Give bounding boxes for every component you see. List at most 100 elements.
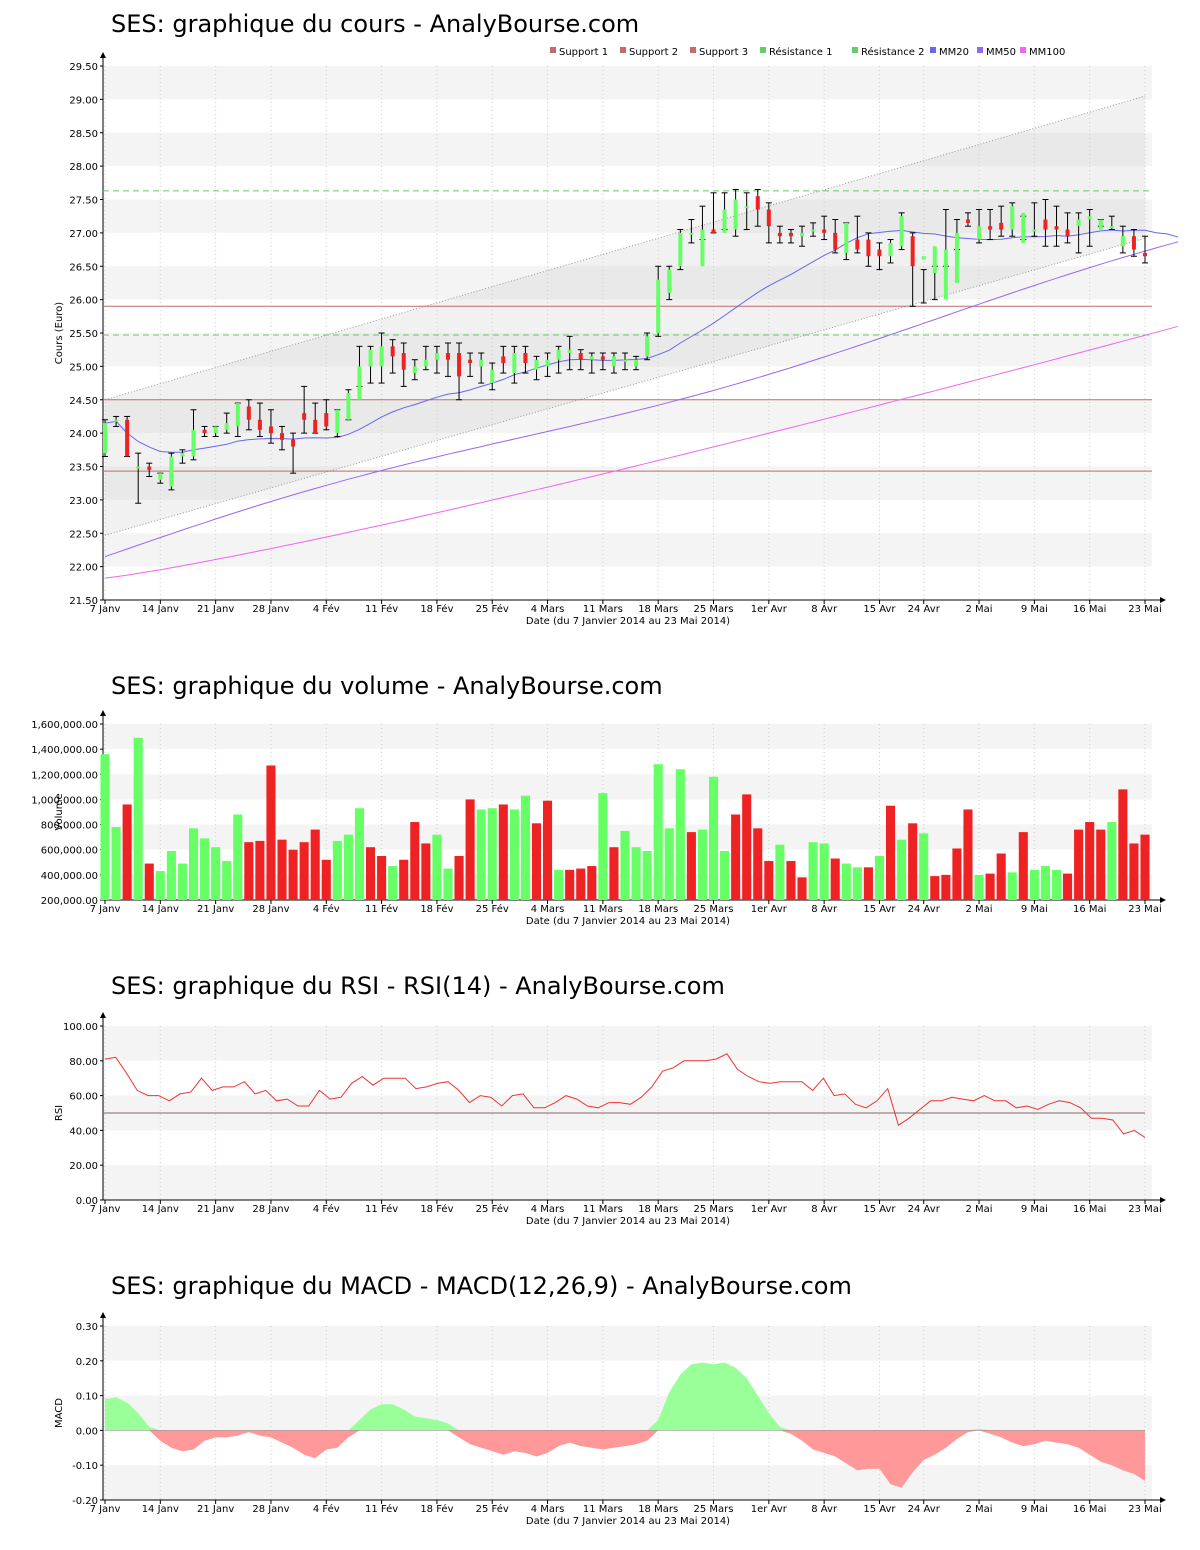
grid-band (103, 1060, 1152, 1096)
candle-body (423, 359, 428, 367)
y-axis-label: Cours (Euro) (54, 302, 65, 365)
x-tick-label: 16 Mai (1073, 1504, 1106, 1515)
volume-bar (819, 843, 829, 900)
volume-bar (476, 809, 486, 900)
y-tick-label: 1,400,000.00 (31, 745, 98, 756)
grid-band (103, 1465, 1152, 1500)
volume-bar (974, 874, 984, 900)
x-tick-label: 8 Avr (811, 904, 838, 915)
volume-bar (1107, 822, 1117, 900)
x-tick-label: 7 Janv (90, 604, 121, 615)
rsi-line (104, 1053, 1146, 1138)
y-tick-label: 200,000.00 (41, 896, 98, 907)
x-tick-label: 9 Mai (1021, 604, 1048, 615)
x-tick-label: 1er Avr (751, 1204, 788, 1215)
y-tick-label: 400,000.00 (41, 871, 98, 882)
x-tick-label: 21 Janv (197, 604, 234, 615)
grid-band (103, 132, 1152, 167)
legend-label: Support 1 (559, 47, 608, 58)
legend-label: MM20 (939, 47, 969, 58)
y-tick-label: 28.50 (69, 129, 98, 140)
volume-bar (122, 804, 132, 900)
candle-body (302, 413, 307, 420)
x-axis-arrow (1160, 597, 1166, 603)
candle-body (346, 393, 351, 420)
grid-band (103, 366, 1152, 400)
y-tick-label: 26.00 (69, 296, 98, 307)
grid-band (103, 1326, 1152, 1361)
volume-bar (587, 866, 597, 900)
x-axis-caption: Date (du 7 Janvier 2014 au 23 Mai 2014) (526, 1216, 730, 1227)
candle-body (700, 229, 705, 267)
candle-body (733, 199, 738, 230)
volume-bar (343, 834, 353, 900)
y-tick-label: -0.20 (72, 1496, 98, 1507)
x-tick-label: 24 Avr (908, 1504, 941, 1515)
volume-bar (897, 839, 907, 900)
y-tick-label: 0.10 (76, 1392, 98, 1403)
candle-body (1032, 229, 1037, 232)
x-tick-label: 25 Mars (694, 1504, 734, 1515)
candle-body (1143, 252, 1147, 257)
candle-body (1109, 226, 1114, 229)
volume-bar (874, 856, 885, 900)
candle-body (434, 353, 439, 360)
x-tick-label: 18 Mars (638, 604, 678, 615)
x-tick-label: 11 Fév (365, 1503, 398, 1515)
candle-body (147, 466, 152, 470)
volume-bar (377, 856, 387, 900)
y-tick-label: 27.00 (69, 229, 98, 240)
x-tick-label: 23 Mai (1128, 904, 1161, 915)
volume-bar (620, 830, 630, 900)
volume-bar (841, 863, 851, 900)
x-tick-label: 7 Janv (90, 1204, 121, 1215)
volume-bar (1018, 832, 1028, 900)
x-tick-label: 7 Janv (90, 1504, 121, 1515)
x-tick-label: 25 Mars (694, 604, 734, 615)
volume-bar (188, 828, 199, 900)
x-tick-label: 4 Mars (531, 604, 565, 615)
candle-body (844, 222, 849, 253)
candle-body (523, 353, 528, 364)
x-axis-arrow (1160, 897, 1166, 903)
y-tick-label: 24.00 (69, 429, 98, 440)
candle-body (755, 196, 760, 210)
candle-body (224, 423, 229, 430)
trend-upper-line (104, 95, 1146, 401)
candle-body (910, 236, 915, 267)
volume-bar (753, 828, 763, 900)
volume-bar (797, 877, 807, 900)
y-tick-label: 1,600,000.00 (31, 720, 98, 731)
y-axis-label: Volume (54, 793, 65, 830)
x-tick-label: 4 Mars (531, 1504, 565, 1515)
candle-body (866, 239, 871, 257)
legend-label: MM100 (1029, 47, 1065, 58)
candle-body (744, 206, 749, 209)
x-tick-label: 8 Avr (811, 1204, 838, 1215)
candle-body (169, 456, 174, 487)
macd-chart-title: SES: graphique du MACD - MACD(12,26,9) -… (111, 1272, 852, 1300)
volume-bar (200, 838, 210, 900)
grid-band (103, 166, 1152, 200)
legend-label: Résistance 1 (769, 46, 832, 58)
candle-body (711, 229, 716, 233)
x-tick-label: 15 Avr (863, 1504, 896, 1515)
volume-bar (775, 844, 785, 900)
mm50-line (104, 241, 1179, 558)
x-tick-label: 4 Mars (531, 1204, 565, 1215)
grid-band (103, 399, 1152, 434)
candle-body (623, 359, 627, 362)
candle-body (534, 359, 539, 370)
candle-body (390, 346, 395, 357)
candle-body (125, 419, 130, 457)
volume-bar (111, 827, 121, 900)
candle-body (268, 426, 273, 434)
rsi-chart: SES: graphique du RSI - RSI(14) - AnalyB… (0, 960, 1200, 1240)
volume-bar (255, 840, 265, 900)
volume-bar (155, 871, 165, 900)
volume-chart-plot: 200,000.00 400,000.00 600,000.00 800,000.00… (31, 710, 1166, 927)
candle-body (213, 426, 218, 434)
volume-bar (852, 867, 862, 900)
candle-body (811, 229, 816, 232)
x-tick-label: 4 Fév (313, 903, 340, 915)
